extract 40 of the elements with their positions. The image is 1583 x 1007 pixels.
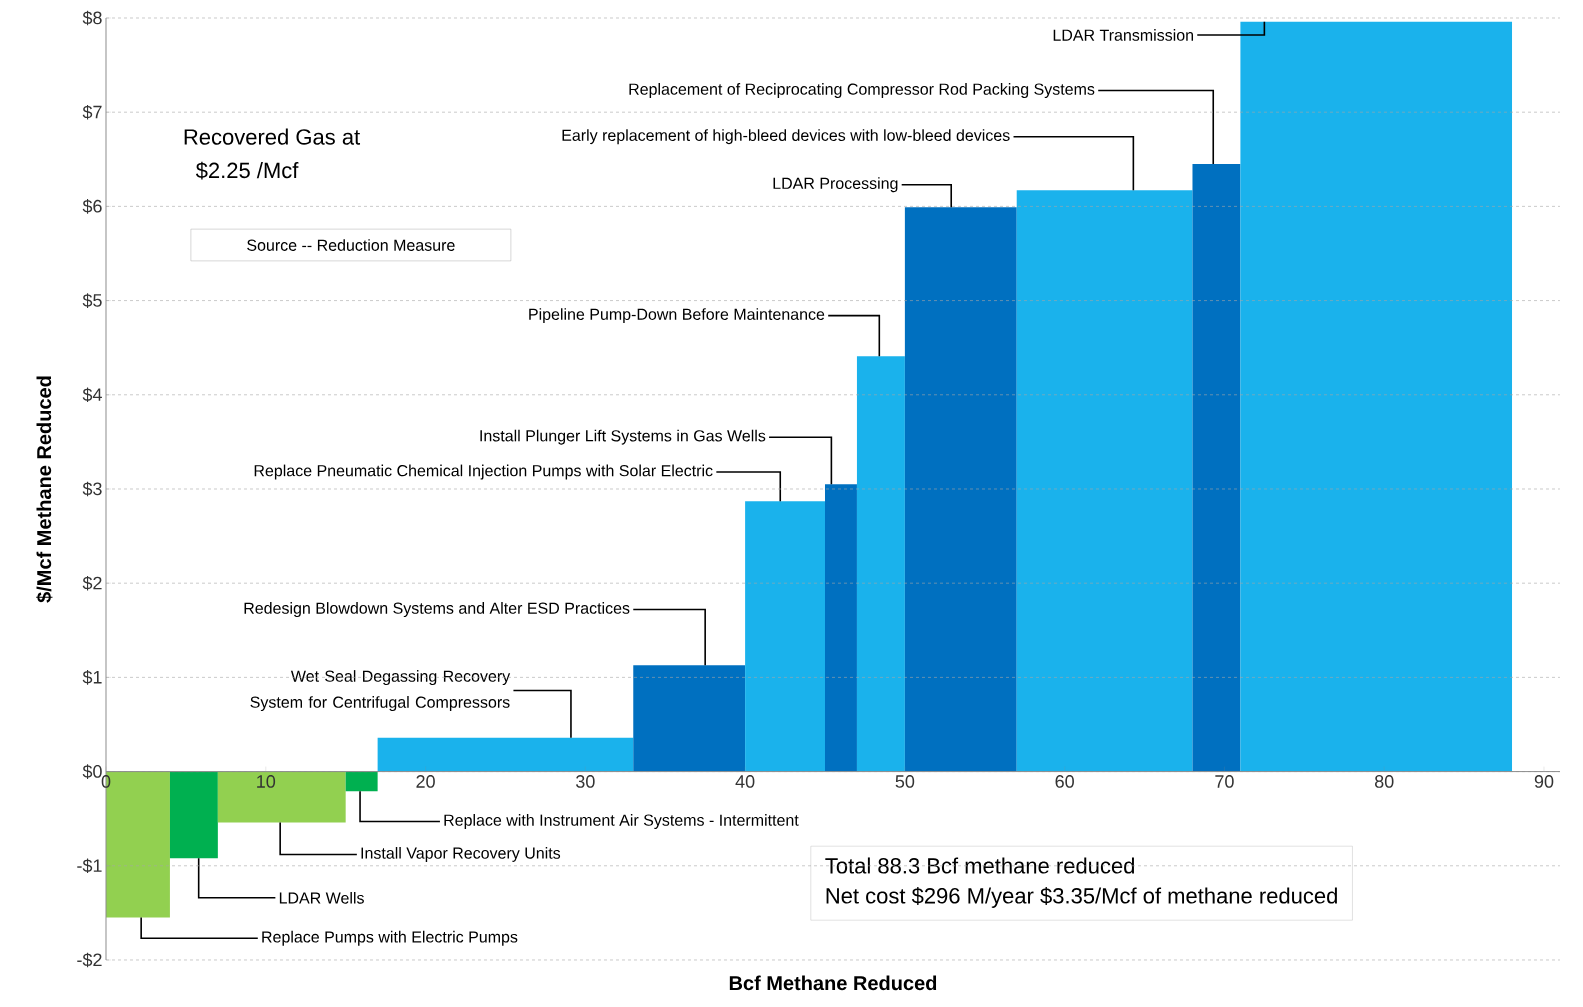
annotation: Pipeline Pump-Down Before Maintenance [529, 308, 825, 324]
y-tick-label: $2 [82, 575, 102, 591]
annotation: Recovered Gas at [184, 128, 361, 145]
y-tick-label: $5 [82, 293, 102, 308]
y-tick-label: $4 [82, 387, 102, 403]
annotation: Early replacement of high-bleed devices with low-bleed devices [562, 129, 1010, 145]
annotation: Wet Seal Degassing Recovery System for Centrifugal Compressors [250, 670, 511, 712]
annotation: Replace Pumps with Electric Pumps [262, 930, 518, 946]
annotation: Replacement of Reciprocating Compressor Rod Packing Systems [629, 83, 1095, 98]
x-tick-label: 40 [735, 775, 755, 788]
annotation: Replace Pneumatic Chemical Injection Pumps with Solar Electric [254, 464, 713, 480]
annotation: LDAR Wells [279, 891, 364, 904]
x-tick-label: 50 [895, 775, 915, 788]
y-tick-label: -$2 [77, 952, 102, 968]
x-tick-label: 90 [1534, 775, 1554, 788]
x-tick-label: 60 [1055, 775, 1074, 788]
y-tick-label: $6 [82, 199, 102, 214]
annotation: Replace with Instrument Air Systems - Intermittent [444, 814, 799, 829]
x-tick-label: 30 [576, 775, 595, 788]
annotation: Net cost $296 M/year $3.35/Mcf of methane reduced [826, 887, 1337, 908]
x-tick-label: 80 [1374, 775, 1394, 788]
y-tick-label: $1 [82, 670, 102, 685]
y-tick-label: $3 [82, 481, 102, 497]
x-tick-label: 20 [416, 775, 435, 788]
annotation: $2.25 /Mcf [195, 161, 299, 180]
annotation: Redesign Blowdown Systems and Alter ESD Practices [244, 602, 630, 618]
y-tick-label: -$1 [77, 858, 102, 874]
annotation: LDAR Transmission [1053, 29, 1194, 41]
y-tick-label: $8 [82, 10, 102, 26]
annotation: Install Vapor Recovery Units [361, 847, 561, 862]
annotation: Source -- Reduction Measure [247, 239, 455, 251]
annotation: LDAR Processing [773, 177, 898, 193]
x-tick-label: 70 [1215, 775, 1234, 788]
y-tick-label: $0 [82, 764, 102, 779]
annotation: Total 88.3 Bcf methane reduced [825, 857, 1134, 874]
annotation: Install Plunger Lift Systems in Gas Wells [480, 429, 766, 445]
x-axis-title: Bcf Methane Reduced [729, 975, 937, 991]
y-tick-label: $7 [82, 104, 102, 120]
x-tick-label: 10 [257, 775, 276, 788]
y-axis-title: $/Mcf Methane Reduced [36, 376, 53, 603]
